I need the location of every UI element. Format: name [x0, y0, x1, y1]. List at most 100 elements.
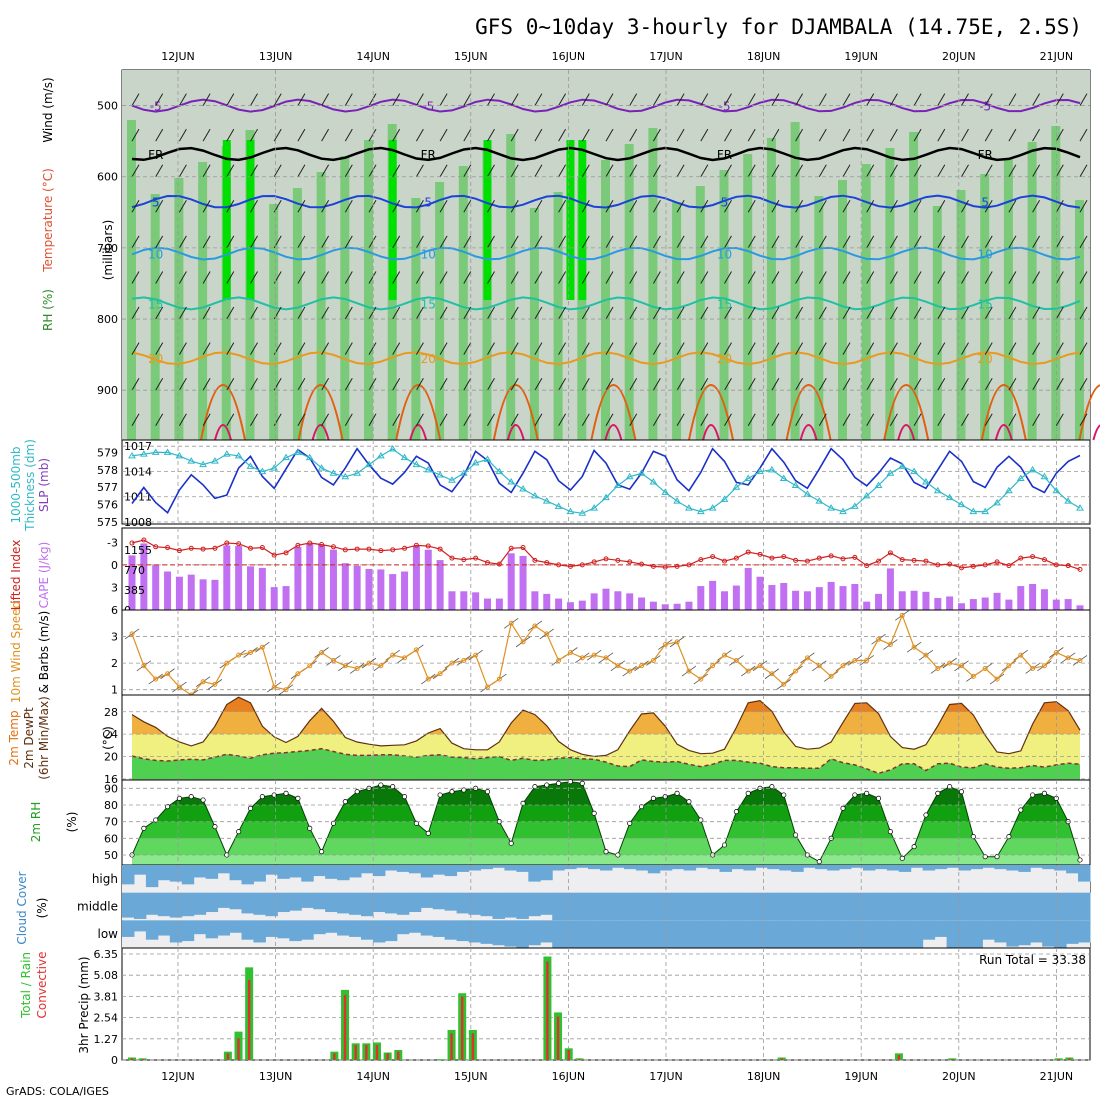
- wind-barb: [487, 377, 495, 391]
- wind-barb: [463, 306, 472, 320]
- thickness-marker: [1076, 504, 1084, 511]
- cloud-cell: [444, 865, 458, 877]
- cloud-cell: [396, 865, 410, 872]
- wind-barb: [558, 200, 567, 213]
- wind-barb: [344, 271, 353, 284]
- cloud-cell: [444, 920, 458, 940]
- wind-barb: [155, 377, 164, 391]
- cape-bar: [223, 545, 231, 610]
- wind-speed-line: [131, 613, 1081, 696]
- wind-barb: [202, 342, 211, 355]
- cape-bar: [673, 603, 681, 610]
- rh2m-marker: [994, 854, 1000, 860]
- cloud-cell: [564, 865, 577, 870]
- wind-barb: [1008, 93, 1017, 106]
- rh2m-marker: [1030, 792, 1036, 798]
- wind-barb: [155, 164, 164, 177]
- precip-convective-bar: [237, 1038, 240, 1060]
- thickness-marker: [305, 453, 314, 461]
- rh-band: [364, 140, 373, 440]
- cloud-cell: [779, 892, 792, 921]
- wind-barb: [1055, 164, 1064, 177]
- wind-marker: [212, 681, 218, 687]
- wind-barb: [937, 164, 946, 177]
- isotherm-30: [994, 424, 1013, 441]
- wind-barb: [155, 306, 164, 320]
- lifted-marker: [176, 548, 182, 554]
- wind-barb: [866, 413, 875, 427]
- isotherm-25: [590, 384, 637, 441]
- lifted-marker: [804, 558, 810, 564]
- wind-barb: [913, 93, 922, 106]
- cloud-cell: [516, 892, 529, 919]
- lifted-marker: [994, 559, 1000, 565]
- wind-barb: [700, 200, 709, 213]
- cape-bar: [768, 585, 776, 610]
- thickness-marker: [613, 481, 622, 488]
- thickness-marker: [922, 478, 930, 485]
- rh2m-marker: [947, 784, 953, 790]
- lifted-marker: [496, 561, 502, 567]
- cloud-cell: [1006, 865, 1019, 871]
- thickness-marker: [957, 500, 966, 508]
- y-tick-label: 0: [111, 559, 118, 572]
- cape-bar: [294, 547, 302, 610]
- wind-barb: [771, 306, 780, 320]
- wind-barb: [226, 128, 235, 142]
- wind-barb: [487, 128, 495, 142]
- wind-barb: [724, 271, 732, 284]
- lifted-marker: [544, 560, 550, 566]
- cloud-cell: [647, 892, 661, 921]
- wind-marker: [1030, 665, 1036, 671]
- cloud-cell: [313, 865, 326, 877]
- thickness-marker: [981, 507, 990, 515]
- rh2m-marker: [401, 794, 408, 800]
- thickness-marker: [483, 455, 492, 462]
- thickness-marker: [1005, 486, 1013, 494]
- cloud-cell: [349, 865, 362, 878]
- wind-barb: [226, 342, 235, 355]
- wind-marker: [271, 684, 277, 690]
- wind-marker: [449, 660, 455, 666]
- cloud-cell: [122, 865, 135, 885]
- cloud-cell: [361, 920, 374, 940]
- rh-band: [269, 204, 279, 440]
- wind-barb: [676, 271, 685, 284]
- rh-band: [885, 148, 895, 440]
- wind-barb: [392, 93, 401, 106]
- precip-convective-bar: [556, 1016, 560, 1060]
- cloud-cell: [671, 865, 685, 870]
- cloud-cell: [504, 892, 517, 918]
- cloud-cell: [898, 865, 912, 872]
- wind-barb: [439, 413, 448, 427]
- wind-barb: [913, 164, 922, 177]
- cloud-cell: [277, 865, 290, 879]
- thickness-marker: [1052, 486, 1061, 494]
- thickness-marker: [531, 491, 539, 499]
- wind-barb: [534, 377, 543, 391]
- cape-bar: [389, 574, 397, 610]
- lifted-marker: [378, 548, 384, 554]
- wind-barb: [297, 413, 306, 427]
- y-tick-label: 900: [97, 384, 118, 397]
- x-tick-label-top: 18JUN: [747, 50, 781, 63]
- precip-total-label: Total / Rain: [19, 952, 33, 1019]
- cloud-cell: [361, 865, 374, 874]
- cloud-cell: [815, 920, 828, 948]
- isotherm-line: [131, 194, 1081, 209]
- thickness-marker: [602, 493, 610, 501]
- wind-marker: [639, 663, 645, 669]
- rh2m-marker: [165, 804, 171, 810]
- wind-marker: [342, 663, 348, 669]
- wind-barb: [724, 164, 732, 177]
- cloud-cell: [325, 865, 338, 879]
- wind-marker: [200, 679, 206, 685]
- y-tick-label: 600: [97, 171, 118, 184]
- lifted-marker: [627, 559, 633, 565]
- cloud-cell: [767, 865, 780, 870]
- rh-band: [719, 170, 729, 440]
- thickness-marker: [246, 462, 255, 469]
- cape-bar: [365, 568, 373, 610]
- x-tick-label-bottom: 16JUN: [552, 1070, 586, 1083]
- wind-barb: [700, 128, 709, 142]
